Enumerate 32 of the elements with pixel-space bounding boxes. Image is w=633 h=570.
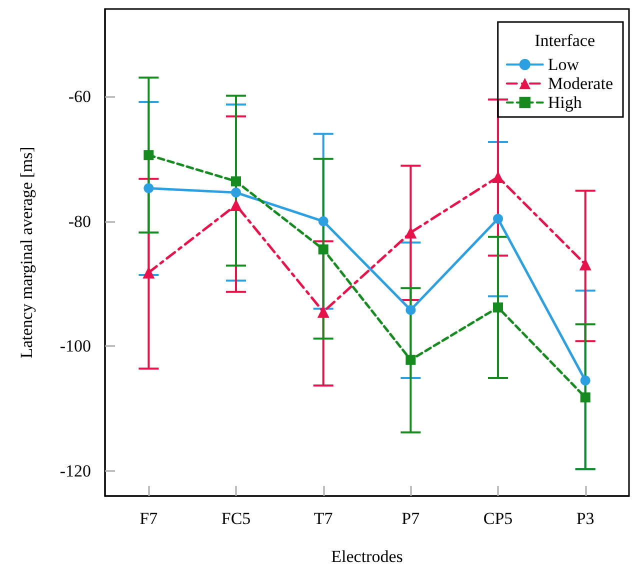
x-axis-title: Electrodes — [331, 547, 403, 566]
x-tick-label: P7 — [402, 509, 420, 528]
point — [493, 302, 503, 312]
x-tick-label: T7 — [314, 509, 334, 528]
legend-label: Moderate — [548, 74, 614, 93]
point — [231, 188, 241, 198]
point — [144, 183, 154, 194]
legend-label: Low — [548, 55, 580, 74]
point — [580, 375, 590, 386]
point — [144, 150, 154, 160]
point — [318, 244, 328, 254]
point — [230, 199, 242, 212]
point — [404, 226, 417, 239]
x-tick-label: P3 — [576, 509, 594, 528]
point — [406, 304, 416, 315]
legend-label: High — [548, 93, 582, 112]
point — [317, 306, 330, 318]
point — [231, 176, 241, 186]
y-tick-label: -80 — [68, 212, 91, 231]
x-tick-label: F7 — [140, 509, 158, 528]
x-tick-label: CP5 — [483, 509, 513, 528]
y-axis-title: Latency marginal average [ms] — [17, 146, 36, 358]
x-tick-label: FC5 — [221, 509, 251, 528]
y-tick-label: -120 — [60, 462, 91, 481]
point — [579, 258, 592, 270]
y-tick-label: -100 — [60, 336, 91, 356]
point — [580, 392, 590, 402]
y-tick-label: -60 — [68, 86, 91, 106]
point — [318, 216, 328, 226]
point — [493, 214, 503, 224]
point — [406, 354, 416, 365]
legend-title: Interface — [534, 31, 595, 50]
